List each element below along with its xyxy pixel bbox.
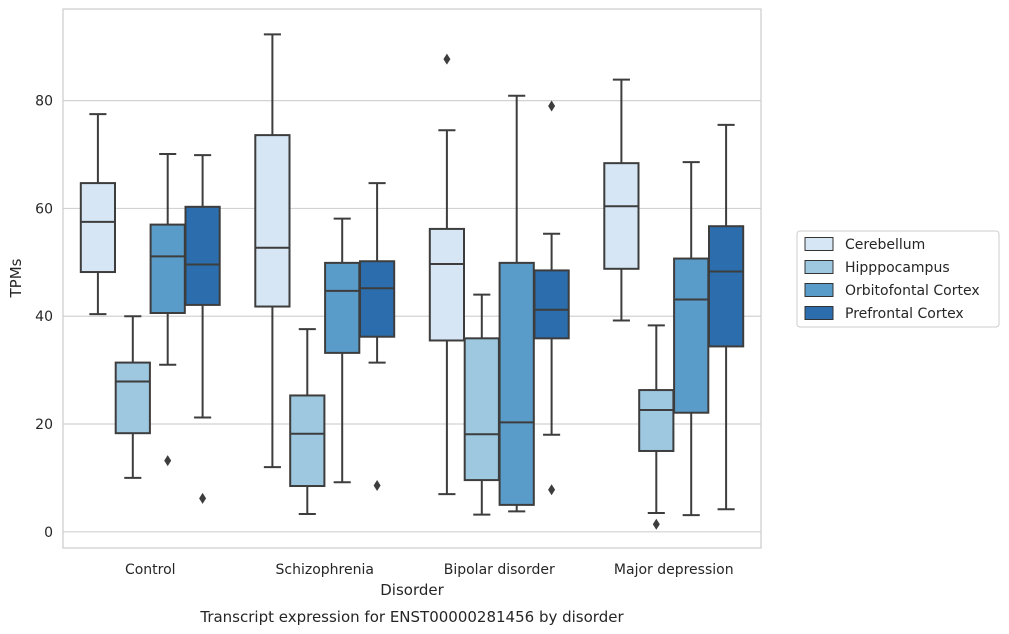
box-iqr — [707, 225, 745, 348]
box-cerebellum-3 — [603, 78, 640, 322]
box-cerebellum-1 — [254, 33, 291, 469]
legend-swatch-orbitofontal-cortex — [804, 283, 834, 297]
outlier-point — [373, 479, 381, 491]
box-hipppocampus-1 — [289, 328, 326, 516]
outlier-point — [443, 53, 451, 65]
chart-caption: Transcript expression for ENST0000028145… — [199, 608, 624, 626]
box-prefrontal-cortex-1 — [358, 182, 396, 491]
box-iqr — [149, 223, 186, 314]
legend-swatch-cerebellum — [804, 237, 834, 251]
box-iqr — [324, 261, 361, 354]
x-tick-label-schizophrenia: Schizophrenia — [276, 562, 374, 578]
x-tick-label-major-depression: Major depression — [614, 562, 734, 578]
outlier-point — [548, 484, 556, 496]
legend-swatch-hipppocampus — [804, 260, 834, 274]
legend-label-prefrontal-cortex: Prefrontal Cortex — [845, 306, 964, 322]
legend-label-orbitofontal-cortex: Orbitofontal Cortex — [845, 283, 980, 299]
box-prefrontal-cortex-2 — [533, 100, 570, 496]
y-tick-label-20: 20 — [35, 417, 53, 433]
box-cerebellum-2 — [428, 53, 466, 496]
box-iqr — [463, 337, 500, 482]
y-tick-label-40: 40 — [35, 309, 53, 325]
box-iqr — [673, 257, 710, 414]
box-orbitofontal-cortex-1 — [324, 217, 361, 484]
box-series — [79, 33, 745, 530]
y-tick-label-0: 0 — [44, 525, 53, 541]
box-orbitofontal-cortex-0 — [149, 152, 186, 467]
x-axis-label: Disorder — [380, 581, 444, 599]
legend-items: Cerebellum Hipppocampus Orbitofontal Corte… — [804, 237, 980, 322]
x-tick-label-bipolar-disorder: Bipolar disorder — [444, 562, 555, 578]
box-iqr — [498, 261, 535, 506]
box-prefrontal-cortex-3 — [707, 123, 745, 511]
legend: Cerebellum Hipppocampus Orbitofontal Corte… — [796, 230, 1000, 328]
box-iqr — [184, 205, 221, 306]
box-orbitofontal-cortex-3 — [673, 161, 710, 517]
box-hipppocampus-0 — [114, 315, 151, 479]
outlier-point — [652, 518, 660, 530]
box-cerebellum-0 — [79, 113, 117, 316]
y-axis-ticks: 0 20 40 60 80 — [35, 94, 53, 541]
box-iqr — [358, 260, 396, 338]
x-axis-ticks: Control Schizophrenia Bipolar disorder Majo… — [125, 562, 734, 578]
box-iqr — [254, 134, 291, 308]
box-iqr — [638, 389, 675, 452]
y-tick-label-80: 80 — [35, 94, 53, 110]
legend-frame — [796, 230, 1000, 328]
box-orbitofontal-cortex-2 — [498, 94, 535, 513]
box-iqr — [428, 227, 466, 342]
y-tick-label-60: 60 — [35, 201, 53, 217]
outlier-point — [548, 100, 556, 112]
box-iqr — [79, 182, 117, 274]
box-iqr — [114, 361, 151, 435]
box-prefrontal-cortex-0 — [184, 154, 221, 504]
box-iqr — [289, 394, 326, 488]
legend-swatch-prefrontal-cortex — [804, 306, 834, 320]
box-iqr — [533, 269, 570, 340]
box-hipppocampus-3 — [638, 324, 675, 530]
y-axis-label: TPMs — [7, 258, 25, 298]
box-iqr — [603, 162, 640, 270]
plot-area-frame — [62, 8, 762, 549]
x-tick-label-control: Control — [125, 562, 176, 578]
box-hipppocampus-2 — [463, 293, 500, 516]
outlier-point — [199, 492, 207, 504]
outlier-point — [164, 455, 172, 467]
legend-label-cerebellum: Cerebellum — [845, 237, 925, 253]
legend-label-hipppocampus: Hipppocampus — [845, 260, 950, 276]
